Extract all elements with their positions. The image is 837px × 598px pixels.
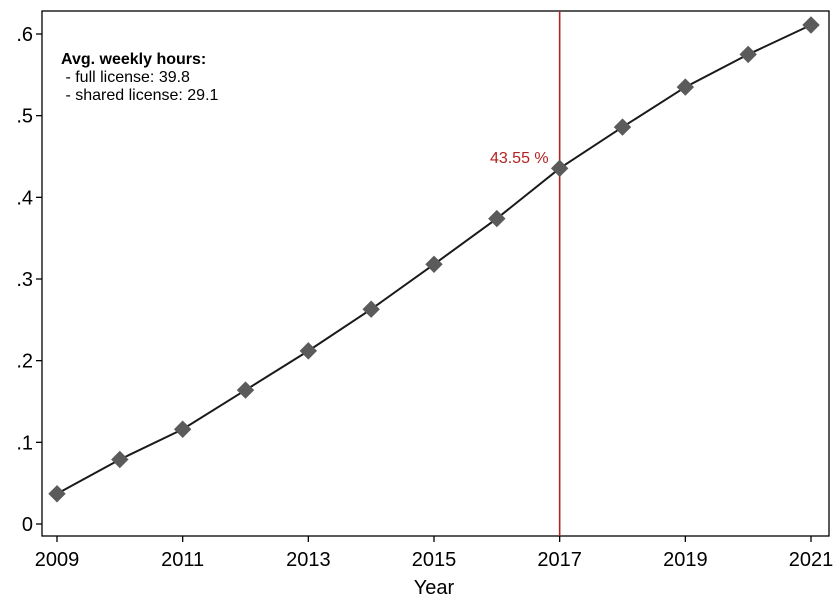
y-tick-label: .2 bbox=[16, 351, 33, 373]
data-point-2017 bbox=[550, 159, 569, 178]
x-tick-label: 2013 bbox=[286, 549, 331, 571]
y-axis: 0 .1 .2 .3 .4 .5 .6 bbox=[16, 24, 42, 536]
note-line-full-license: - full license: 39.8 bbox=[61, 69, 190, 86]
x-tick-label: 2009 bbox=[35, 549, 80, 571]
data-point-2021 bbox=[802, 16, 820, 34]
y-tick-label: .3 bbox=[16, 269, 33, 291]
note-line-shared-license: - shared license: 29.1 bbox=[61, 87, 219, 104]
hours-note: Avg. weekly hours: - full license: 39.8 … bbox=[61, 51, 219, 104]
y-tick-label: .1 bbox=[16, 432, 33, 454]
data-point-2011 bbox=[173, 420, 192, 438]
data-point-2019 bbox=[676, 78, 695, 96]
y-tick-label: .4 bbox=[16, 187, 33, 209]
x-axis-title: Year bbox=[414, 577, 455, 598]
x-tick-label: 2017 bbox=[537, 549, 582, 571]
data-point-2010 bbox=[111, 450, 129, 469]
series-layer bbox=[48, 16, 820, 503]
data-point-2015 bbox=[425, 255, 443, 274]
x-tick-label: 2015 bbox=[412, 549, 457, 571]
note-title: Avg. weekly hours: bbox=[61, 51, 206, 68]
plot-frame bbox=[41, 10, 830, 537]
x-axis: 2009 2011 2013 2015 2017 2019 2021 bbox=[35, 536, 834, 571]
reference-line-label: 43.55 % bbox=[490, 150, 549, 167]
data-point-2012 bbox=[236, 381, 255, 399]
y-tick-label: .5 bbox=[16, 106, 33, 128]
data-point-2014 bbox=[362, 300, 380, 318]
reference-line-layer: 43.55 % bbox=[490, 11, 561, 536]
data-point-2020 bbox=[739, 45, 757, 64]
data-point-2009 bbox=[48, 485, 66, 503]
data-point-2016 bbox=[488, 209, 506, 228]
x-tick-label: 2019 bbox=[663, 549, 708, 571]
x-tick-label: 2011 bbox=[161, 549, 204, 571]
y-tick-label: .6 bbox=[16, 24, 33, 46]
x-tick-label: 2021 bbox=[789, 549, 834, 571]
data-point-2013 bbox=[299, 342, 318, 360]
y-tick-label: 0 bbox=[22, 514, 33, 536]
data-point-2018 bbox=[613, 118, 632, 136]
